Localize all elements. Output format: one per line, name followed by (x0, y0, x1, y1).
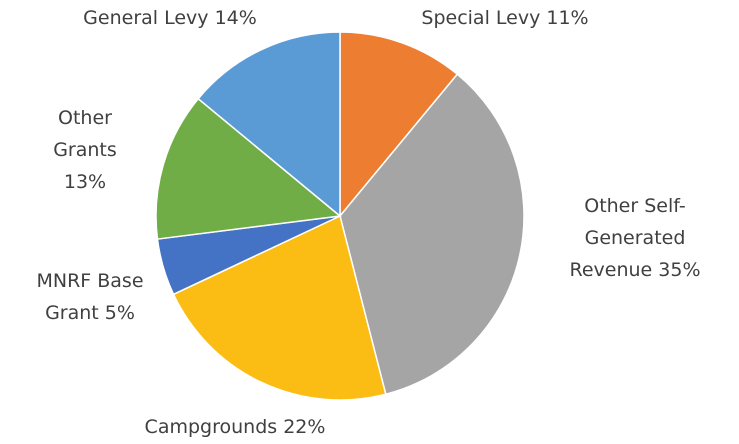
label-category: MNRF Base Grant (36, 270, 144, 324)
label-category: Other Self-Generated Revenue (569, 195, 686, 281)
data-label: MNRF Base Grant 5% (33, 265, 148, 329)
label-value: 35% (658, 259, 701, 281)
label-value: 13% (63, 171, 107, 193)
data-label: Other Self-Generated Revenue 35% (560, 190, 710, 286)
label-value: 22% (283, 416, 326, 438)
label-value: 11% (546, 7, 589, 29)
pie-slice (197, 31, 341, 218)
data-label: General Levy 14% (20, 2, 320, 34)
pie-slice (339, 31, 459, 219)
data-label: Other Grants 13% (45, 102, 125, 198)
label-category: Special Levy (421, 7, 541, 29)
label-value: 5% (104, 302, 135, 324)
pie-slice (172, 214, 387, 401)
label-category: General Levy (83, 7, 209, 29)
label-category: Other Grants (53, 107, 117, 161)
data-label: Special Levy 11% (355, 2, 655, 34)
pie-slice (155, 97, 342, 240)
label-category: Campgrounds (144, 416, 278, 438)
pie-slice (339, 73, 525, 396)
label-value: 14% (214, 7, 257, 29)
data-label: Campgrounds 22% (85, 411, 385, 443)
